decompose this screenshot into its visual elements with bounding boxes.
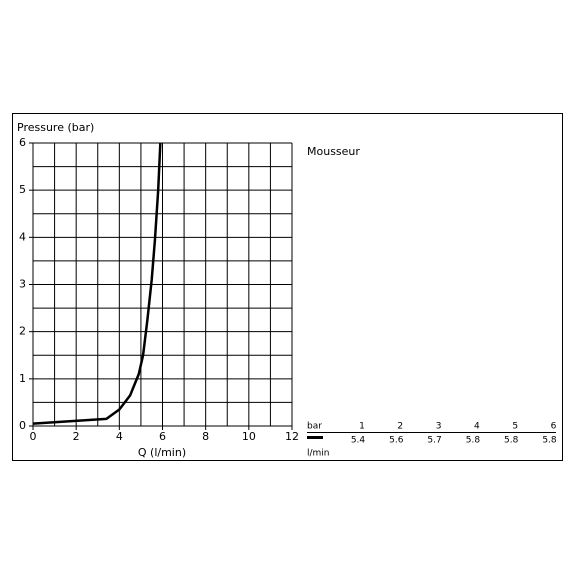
table-unit-label: l/min bbox=[307, 449, 330, 459]
x-tick-label: 10 bbox=[242, 430, 256, 443]
y-axis-label: Pressure (bar) bbox=[17, 121, 94, 134]
table-pressure: 5 bbox=[512, 422, 518, 432]
table-pressure: 1 bbox=[359, 422, 365, 432]
x-tick-label: 0 bbox=[30, 430, 37, 443]
x-tick-label: 8 bbox=[202, 430, 209, 443]
y-tick-label: 5 bbox=[19, 183, 26, 196]
x-tick-label: 12 bbox=[285, 430, 299, 443]
y-tick-label: 1 bbox=[19, 372, 26, 385]
table-pressure: 4 bbox=[474, 422, 480, 432]
x-axis-label: Q (l/min) bbox=[138, 446, 186, 459]
legend-title: Mousseur bbox=[307, 145, 360, 158]
series-line bbox=[32, 142, 162, 425]
x-tick-label: 6 bbox=[159, 430, 166, 443]
y-tick-label: 0 bbox=[19, 419, 26, 432]
frame bbox=[12, 113, 563, 461]
table-flow: 5.8 bbox=[466, 436, 481, 446]
y-tick-label: 2 bbox=[19, 325, 26, 338]
y-tick-label: 4 bbox=[19, 230, 26, 243]
table-flow: 5.7 bbox=[427, 436, 441, 446]
y-tick-label: 3 bbox=[19, 278, 26, 291]
table-pressure: 6 bbox=[551, 422, 557, 432]
table-pressure: 2 bbox=[397, 422, 403, 432]
table-flow: 5.6 bbox=[389, 436, 404, 446]
table-flow: 5.8 bbox=[504, 436, 519, 446]
table-flow: 5.8 bbox=[542, 436, 557, 446]
table-pressure: 3 bbox=[436, 422, 442, 432]
table-flow: 5.4 bbox=[351, 436, 366, 446]
y-tick-label: 6 bbox=[19, 136, 26, 149]
x-tick-label: 2 bbox=[73, 430, 80, 443]
table-row-label: bar bbox=[307, 422, 322, 432]
x-tick-label: 4 bbox=[116, 430, 123, 443]
